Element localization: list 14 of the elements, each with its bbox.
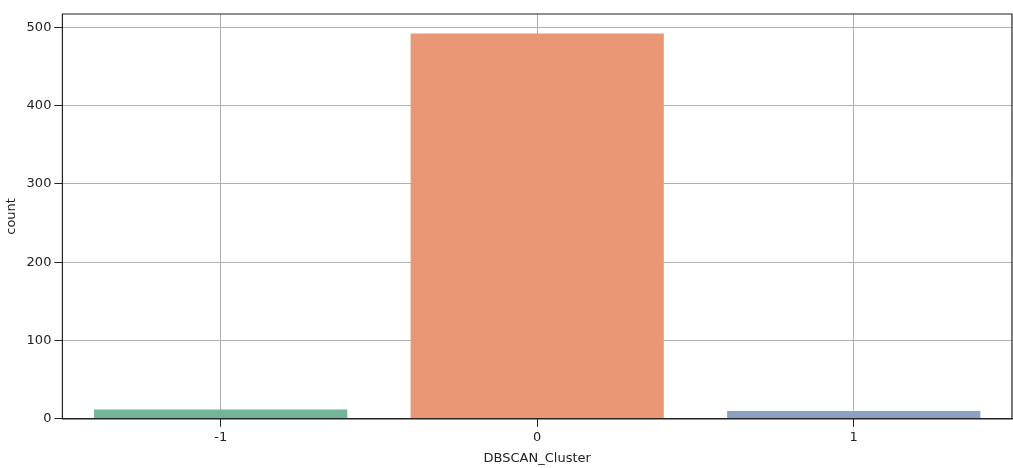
x-axis-title: DBSCAN_Cluster (483, 449, 592, 465)
bar (94, 409, 348, 419)
y-tick-label: 200 (26, 253, 52, 269)
y-tick-label: 0 (43, 410, 52, 426)
x-tick-label: 0 (533, 428, 542, 444)
x-tick-label: 1 (849, 428, 858, 444)
bar (727, 410, 981, 419)
y-tick-label: 500 (26, 18, 52, 34)
y-tick-label: 100 (26, 331, 52, 347)
bar (410, 33, 664, 419)
y-axis-title: count (3, 198, 19, 235)
x-tick-label: -1 (214, 428, 228, 444)
y-tick-label: 300 (26, 175, 52, 191)
y-tick-label: 400 (26, 96, 52, 112)
